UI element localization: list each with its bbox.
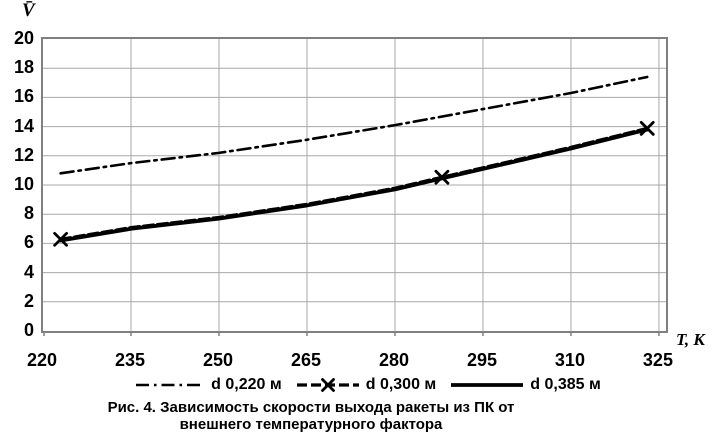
- series-line-dashdot: [59, 75, 649, 175]
- x-tick-label: 265: [290, 350, 321, 370]
- y-tick-label: 0: [23, 320, 34, 340]
- caption-line-2: внешнего температурного фактора: [179, 416, 443, 433]
- legend-item-d0385: d 0,385 м: [449, 376, 601, 394]
- legend-item-d0300: d 0,300 м: [295, 376, 437, 394]
- plot-area: [41, 37, 668, 336]
- y-tick-label: 6: [23, 232, 34, 253]
- x-tick-label: 250: [202, 350, 233, 370]
- caption-line-1: Рис. 4. Зависимость скорости выхода раке…: [107, 399, 515, 416]
- x-tick-label: 235: [114, 350, 145, 370]
- y-tick-label: 2: [23, 290, 34, 311]
- y-tick-label: 12: [13, 144, 34, 165]
- x-marker: [53, 231, 68, 247]
- y-tick-label: 14: [13, 115, 34, 136]
- x-axis-title: T, К: [676, 330, 705, 349]
- x-marker: [434, 169, 450, 185]
- figure-caption: Рис. 4. Зависимость скорости выхода раке…: [0, 399, 622, 433]
- x-tick-label: 295: [466, 350, 497, 370]
- y-tick-label: 16: [13, 86, 34, 107]
- legend-line-sample-x-marker: [296, 378, 359, 392]
- legend-line-sample-solid: [451, 383, 524, 387]
- y-tick-label: 8: [23, 203, 34, 224]
- series-line-dashed: [58, 126, 649, 241]
- legend-line-sample-dashdot: [136, 383, 205, 387]
- y-axis-title: V̄: [22, 0, 35, 21]
- series-line-solid: [58, 127, 650, 243]
- legend-label: d 0,220 м: [211, 376, 282, 393]
- y-tick-label: 18: [13, 57, 34, 78]
- y-tick-label: 4: [23, 261, 34, 282]
- y-tick-label: 10: [13, 174, 34, 194]
- y-tick-label: 20: [13, 28, 34, 48]
- x-tick-label: 220: [26, 350, 58, 370]
- x-tick-label: 310: [554, 350, 585, 370]
- legend-label: d 0,385 м: [530, 376, 601, 393]
- legend-label: d 0,300 м: [365, 376, 437, 393]
- chart-legend: d 0,220 м d 0,300 м d 0,385 м: [0, 376, 719, 394]
- legend-item-d0220: d 0,220 м: [134, 376, 282, 394]
- x-marker: [639, 120, 655, 136]
- plot-svg: [43, 39, 666, 336]
- x-tick-label: 325: [642, 350, 673, 370]
- x-marker: [320, 378, 335, 392]
- x-tick-label: 280: [378, 350, 409, 370]
